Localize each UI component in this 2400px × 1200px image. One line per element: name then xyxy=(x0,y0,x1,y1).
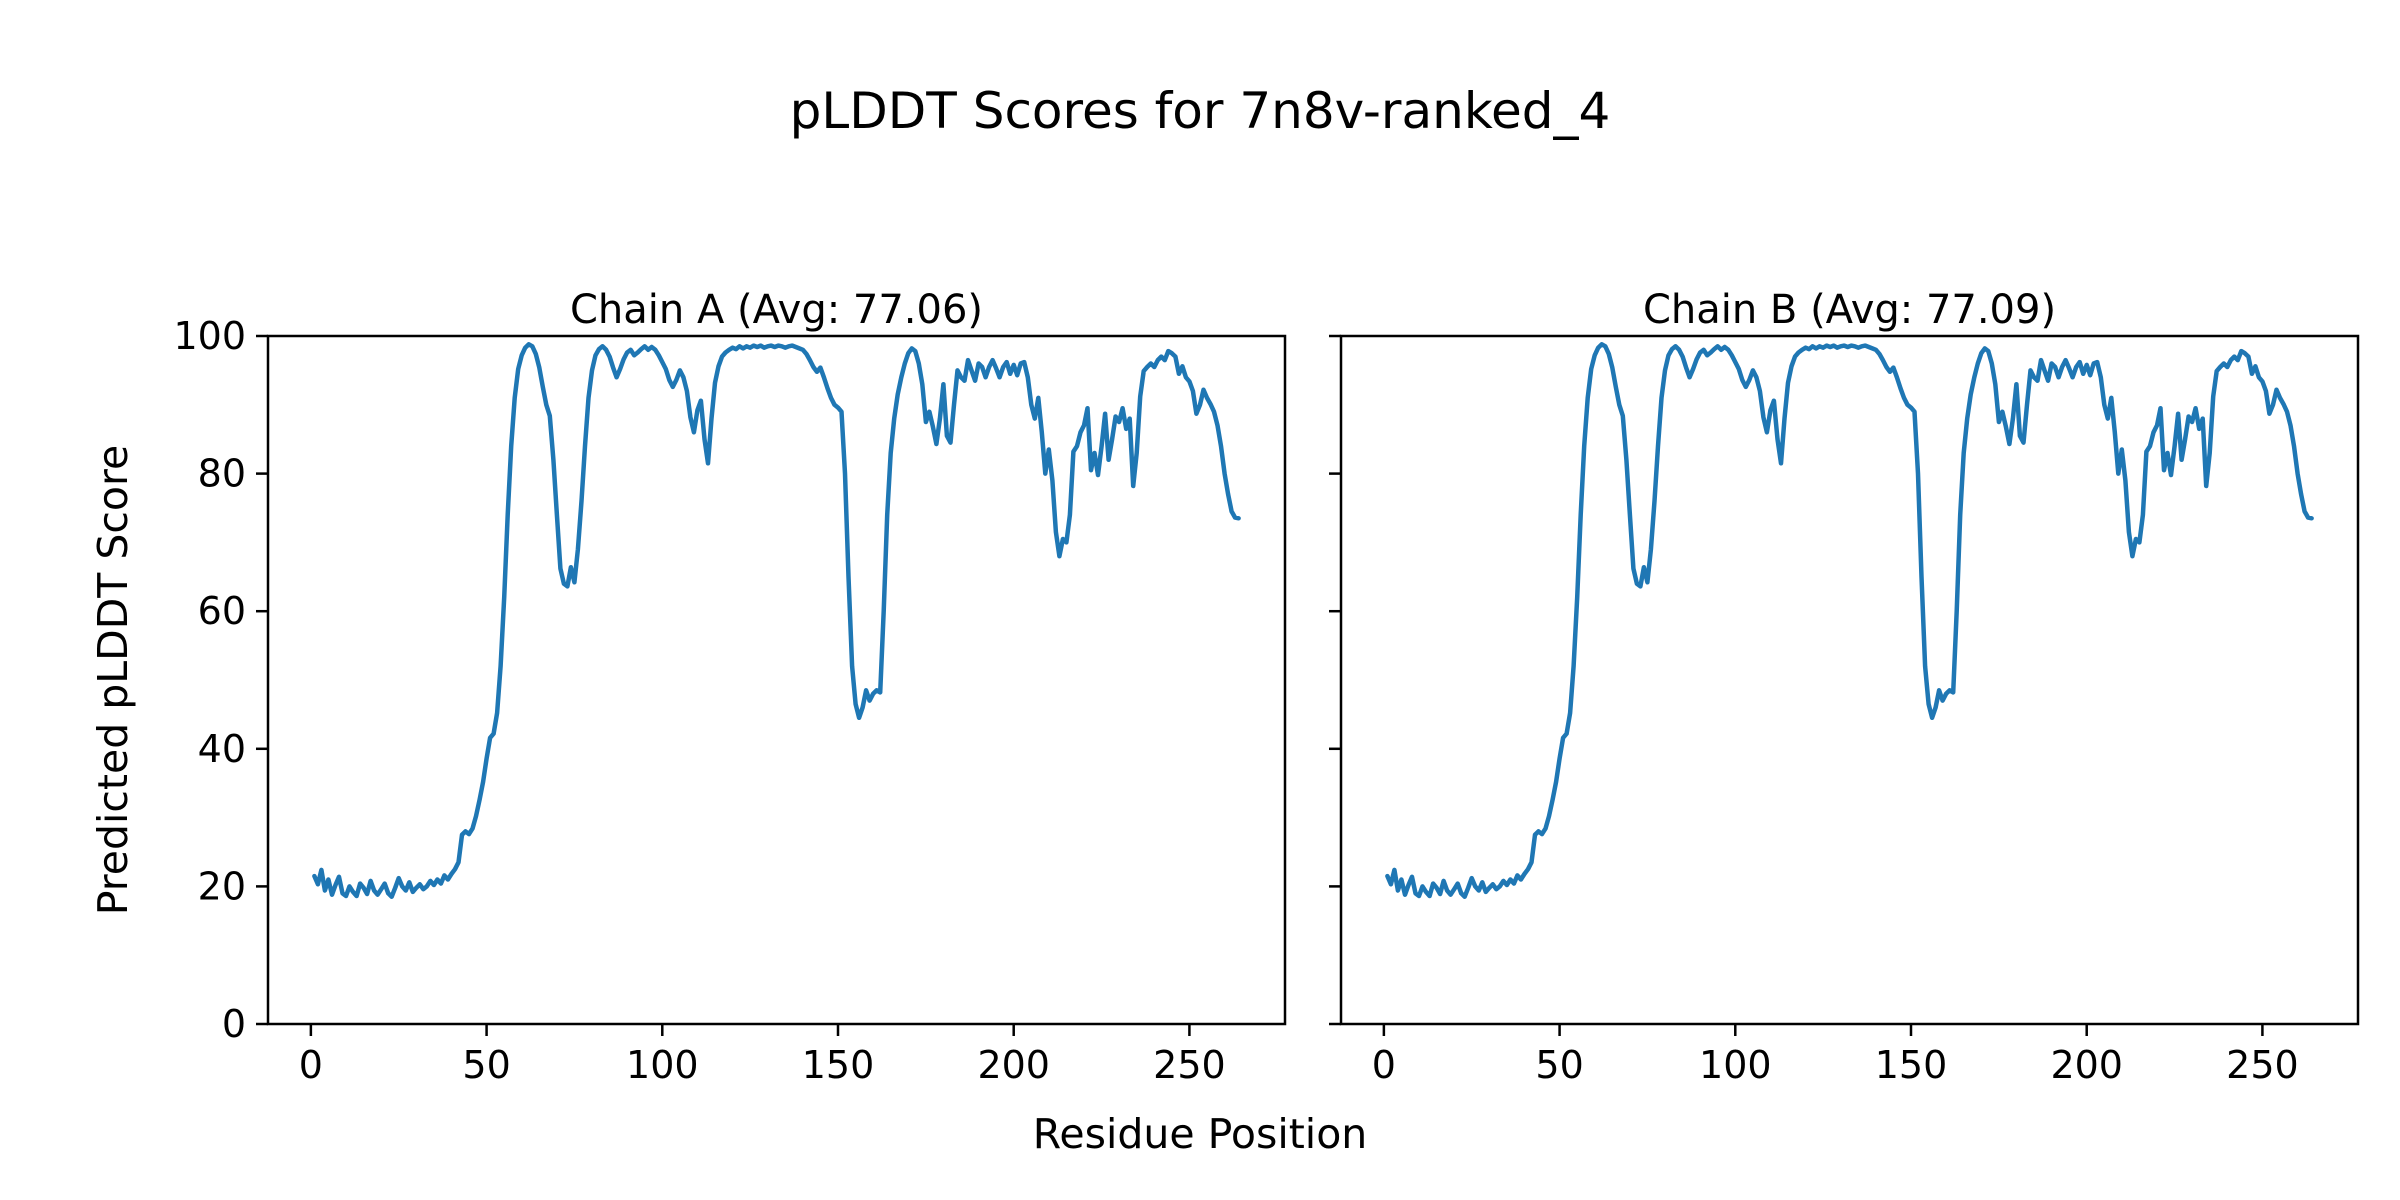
axes-box-chain-b xyxy=(1339,334,2360,1026)
y-tick-label: 60 xyxy=(198,589,246,633)
y-tick-label: 0 xyxy=(222,1002,246,1046)
y-tick-label: 40 xyxy=(198,727,246,771)
x-tick-label: 250 xyxy=(1153,1043,1226,1087)
x-axis-label: Residue Position xyxy=(1032,1110,1368,1158)
x-tick-label: 50 xyxy=(1535,1043,1583,1087)
x-tick-label: 100 xyxy=(1699,1043,1772,1087)
x-tick-label: 50 xyxy=(462,1043,510,1087)
y-tick-label: 80 xyxy=(198,452,246,496)
x-tick-label: 200 xyxy=(2050,1043,2123,1087)
plddt-line-chain-a xyxy=(312,342,1241,899)
figure-title: pLDDT Scores for 7n8v-ranked_4 xyxy=(789,82,1611,140)
x-tick-label: 150 xyxy=(802,1043,875,1087)
x-tick-label: 100 xyxy=(626,1043,699,1087)
y-axis-label: Predicted pLDDT Score xyxy=(89,444,137,916)
x-tick-label: 250 xyxy=(2226,1043,2299,1087)
y-tick-label: 100 xyxy=(173,314,246,358)
axes-box-chain-a xyxy=(266,334,1287,1026)
subplot-title-chain-a: Chain A (Avg: 77.06) xyxy=(569,287,984,333)
x-tick-label: 0 xyxy=(1372,1043,1396,1087)
y-tick-label: 20 xyxy=(198,864,246,908)
plddt-line-chain-b xyxy=(1385,342,2314,899)
subplot-title-chain-b: Chain B (Avg: 77.09) xyxy=(1642,287,2057,333)
x-tick-label: 0 xyxy=(299,1043,323,1087)
x-tick-label: 150 xyxy=(1875,1043,1948,1087)
x-tick-label: 200 xyxy=(977,1043,1050,1087)
